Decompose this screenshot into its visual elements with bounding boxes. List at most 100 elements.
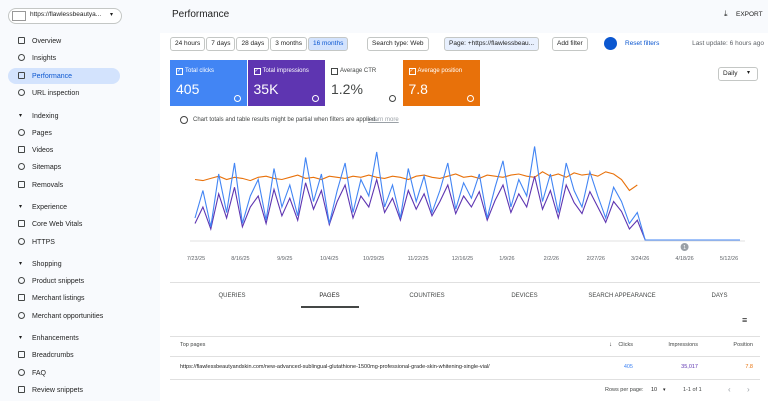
icon bbox=[18, 351, 25, 359]
x-tick-label: 10/4/25 bbox=[320, 256, 338, 262]
metric-label: Total impressions bbox=[262, 68, 309, 74]
metric-value: 1.2% bbox=[331, 81, 363, 97]
divider bbox=[170, 356, 760, 357]
filter-icon[interactable] bbox=[604, 37, 617, 50]
x-tick-label: 3/24/26 bbox=[631, 256, 649, 262]
last-update: Last update: 6 hours ago bbox=[692, 40, 764, 47]
notice-link[interactable]: Learn more bbox=[368, 117, 399, 123]
metric-checkbox: ✓ bbox=[408, 68, 416, 75]
tab[interactable]: DEVICES bbox=[511, 293, 538, 299]
nav-item[interactable]: Performance bbox=[32, 72, 73, 80]
prev-page[interactable]: ‹ bbox=[728, 385, 731, 394]
x-tick-label: 7/23/25 bbox=[187, 256, 205, 262]
sort-arrow: ↓ bbox=[609, 342, 612, 348]
nav-item[interactable]: Overview bbox=[32, 38, 62, 45]
divider bbox=[170, 282, 760, 283]
date-range[interactable]: 16 months bbox=[307, 37, 349, 51]
date-range[interactable]: 24 hours bbox=[170, 37, 206, 51]
section-title[interactable]: Indexing bbox=[32, 112, 59, 120]
rows-select[interactable]: 10 bbox=[651, 387, 658, 393]
icon bbox=[18, 89, 25, 97]
nav-item[interactable]: Sitemaps bbox=[32, 164, 62, 172]
icon bbox=[18, 311, 25, 319]
help-icon bbox=[389, 95, 396, 102]
tab-indicator bbox=[300, 306, 359, 308]
help-icon bbox=[234, 95, 241, 102]
dropdown-arrow: ▾ bbox=[747, 70, 751, 76]
metric-value: 405 bbox=[176, 81, 200, 97]
table-header[interactable]: Impressions bbox=[668, 342, 698, 348]
add-filter[interactable]: Add filter bbox=[552, 37, 588, 51]
x-tick-label: 4/18/26 bbox=[675, 256, 693, 262]
nav-item[interactable]: Videos bbox=[32, 147, 54, 154]
table-header[interactable]: Clicks bbox=[618, 342, 633, 348]
table-header[interactable]: Top pages bbox=[180, 342, 206, 348]
nav-item[interactable]: HTTPS bbox=[32, 238, 55, 246]
icon bbox=[18, 37, 25, 44]
section-title[interactable]: Experience bbox=[32, 204, 68, 212]
section-arrow: ▾ bbox=[19, 261, 23, 267]
nav-item[interactable]: Breadcrumbs bbox=[32, 352, 74, 360]
reset-filters[interactable]: Reset filters bbox=[625, 40, 660, 47]
icon bbox=[18, 128, 25, 136]
nav-item[interactable]: Merchant opportunities bbox=[32, 312, 104, 320]
nav-item[interactable]: URL inspection bbox=[32, 90, 80, 98]
nav-item[interactable]: Insights bbox=[32, 55, 57, 63]
metric-checkbox: ✓ bbox=[176, 68, 183, 75]
x-tick-label: 9/9/25 bbox=[277, 256, 292, 262]
interval-select[interactable]: Daily bbox=[718, 67, 758, 81]
icon bbox=[18, 237, 25, 245]
section-title[interactable]: Shopping bbox=[32, 261, 62, 268]
date-range[interactable]: 7 days bbox=[206, 37, 236, 51]
date-range[interactable]: 28 days bbox=[236, 37, 270, 51]
nav-item[interactable]: FAQ bbox=[32, 369, 47, 377]
date-range[interactable]: 3 months bbox=[270, 37, 307, 51]
table-header[interactable]: Position bbox=[733, 342, 753, 348]
search-type[interactable]: Search type: Web bbox=[367, 37, 429, 51]
icon bbox=[18, 368, 25, 376]
rows-label: Rows per page: bbox=[605, 387, 644, 393]
info-icon bbox=[180, 116, 188, 124]
dropdown-arrow: ▾ bbox=[663, 387, 666, 393]
nav-item[interactable]: Review snippets bbox=[32, 387, 83, 394]
metric-checkbox: ✓ bbox=[253, 68, 261, 75]
notice: Chart totals and table results might be … bbox=[193, 117, 378, 123]
nav-item[interactable]: Pages bbox=[32, 129, 52, 137]
section-arrow: ▾ bbox=[19, 204, 23, 211]
help-icon bbox=[466, 95, 474, 102]
tab[interactable]: SEARCH APPEARANCE bbox=[588, 293, 656, 299]
series-line bbox=[194, 176, 740, 241]
table-cell: 7.8 bbox=[745, 364, 753, 370]
tab[interactable]: COUNTRIES bbox=[409, 293, 445, 299]
icon bbox=[18, 294, 25, 302]
x-tick-label: 8/16/25 bbox=[231, 256, 249, 262]
nav-item[interactable]: Product snippets bbox=[32, 278, 85, 285]
dropdown-arrow: ▾ bbox=[110, 12, 114, 18]
property-selector[interactable] bbox=[8, 8, 122, 24]
export-button[interactable]: EXPORT bbox=[736, 11, 763, 18]
tab[interactable]: DAYS bbox=[711, 293, 728, 299]
annotation-marker bbox=[680, 243, 689, 251]
icon bbox=[18, 54, 25, 62]
annotation: 1 bbox=[683, 245, 686, 251]
export-icon: ⤓ bbox=[724, 9, 728, 18]
tab[interactable]: QUERIES bbox=[218, 293, 246, 299]
x-tick-label: 11/22/25 bbox=[408, 256, 429, 262]
next-page[interactable]: › bbox=[747, 385, 750, 394]
tab[interactable]: PAGES bbox=[319, 293, 340, 299]
icon bbox=[18, 163, 25, 171]
icon bbox=[18, 71, 25, 79]
nav-item[interactable]: Core Web Vitals bbox=[32, 221, 83, 229]
nav-item[interactable]: Merchant listings bbox=[32, 295, 85, 303]
divider bbox=[170, 379, 760, 380]
nav-item[interactable]: Removals bbox=[32, 181, 64, 189]
icon bbox=[18, 180, 25, 188]
property-url[interactable]: https://flawlessbeautya... bbox=[30, 11, 102, 18]
table-cell[interactable]: https://flawlessbeautyandskin.com/new-ad… bbox=[180, 364, 490, 370]
topbar bbox=[160, 0, 768, 33]
section-title[interactable]: Enhancements bbox=[32, 335, 79, 343]
metric-value: 35K bbox=[253, 81, 279, 97]
icon bbox=[18, 146, 25, 153]
page-filter[interactable]: Page: +https://flawlessbeau... bbox=[444, 37, 540, 51]
metric-label: Total clicks bbox=[185, 68, 215, 74]
